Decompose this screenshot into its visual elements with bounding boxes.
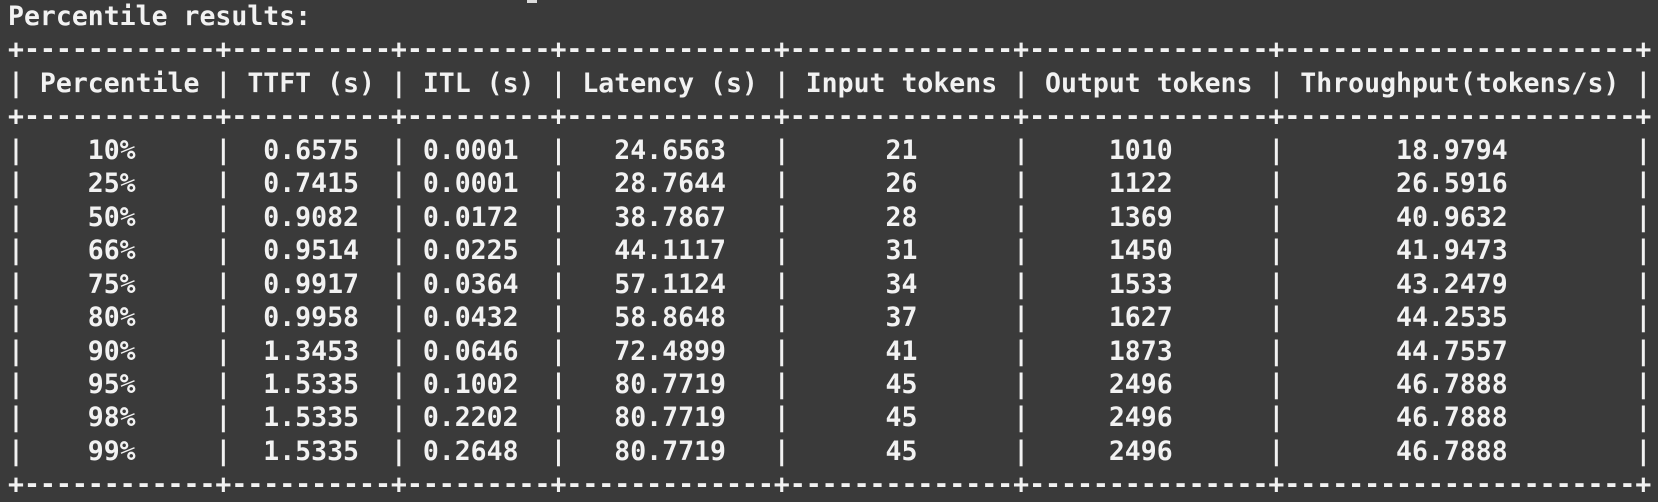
table-row-75%: | 75% | 0.9917 | 0.0364 | 57.1124 | 34 |… (8, 268, 1652, 300)
table-row-66%: | 66% | 0.9514 | 0.0225 | 44.1117 | 31 |… (8, 235, 1652, 267)
table-border-bottom: +------------+----------+---------+-----… (8, 469, 1652, 501)
table-border-header: +------------+----------+---------+-----… (8, 101, 1652, 133)
table-row-50%: | 50% | 0.9082 | 0.0172 | 38.7867 | 28 |… (8, 201, 1652, 233)
table-row-90%: | 90% | 1.3453 | 0.0646 | 72.4899 | 41 |… (8, 335, 1652, 367)
table-row-10%: | 10% | 0.6575 | 0.0001 | 24.6563 | 21 |… (8, 134, 1652, 166)
table-row-80%: | 80% | 0.9958 | 0.0432 | 58.8648 | 37 |… (8, 302, 1652, 334)
clipped-previous-line-fragment (527, 0, 537, 3)
table-row-98%: | 98% | 1.5335 | 0.2202 | 80.7719 | 45 |… (8, 402, 1652, 434)
table-row-25%: | 25% | 0.7415 | 0.0001 | 28.7644 | 26 |… (8, 168, 1652, 200)
terminal-title: Percentile results: (8, 1, 312, 32)
table-row-99%: | 99% | 1.5335 | 0.2648 | 80.7719 | 45 |… (8, 435, 1652, 467)
table-header-row: | Percentile | TTFT (s) | ITL (s) | Late… (8, 67, 1652, 99)
table-row-95%: | 95% | 1.5335 | 0.1002 | 80.7719 | 45 |… (8, 368, 1652, 400)
percentile-results-table: +------------+----------+---------+-----… (8, 34, 1651, 500)
table-border-top: +------------+----------+---------+-----… (8, 34, 1652, 66)
